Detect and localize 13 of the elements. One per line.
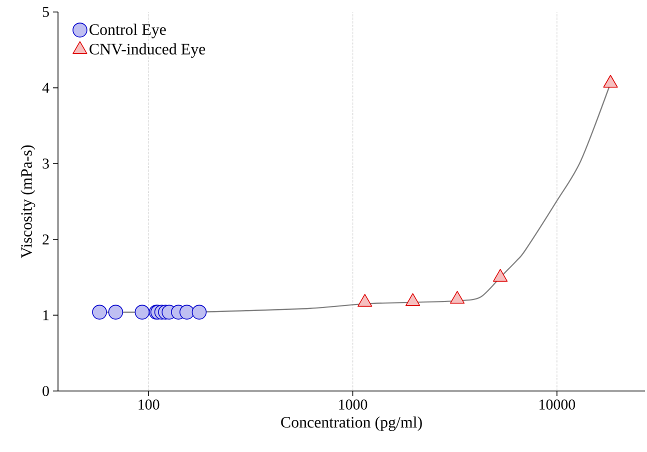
y-tick-label: 5 bbox=[42, 7, 49, 17]
y-tick-label: 4 bbox=[42, 82, 50, 93]
y-tick-label: 2 bbox=[42, 234, 49, 244]
y-tick-label: 0 bbox=[42, 386, 49, 396]
x-tick-label: 100 bbox=[138, 400, 160, 410]
x-tick-label: 10000 bbox=[540, 400, 576, 410]
y-tick-label: 1 bbox=[43, 310, 49, 320]
legend-label: CNV-induced Eye bbox=[90, 43, 206, 58]
y-axis-title: Viscosity (mPa-s) bbox=[20, 145, 36, 258]
x-tick-label: 1000 bbox=[339, 400, 368, 410]
y-tick-label: 3 bbox=[42, 158, 49, 169]
legend-label: Control Eye bbox=[90, 24, 166, 38]
x-axis-title: Concentration (pg/ml) bbox=[281, 416, 422, 431]
